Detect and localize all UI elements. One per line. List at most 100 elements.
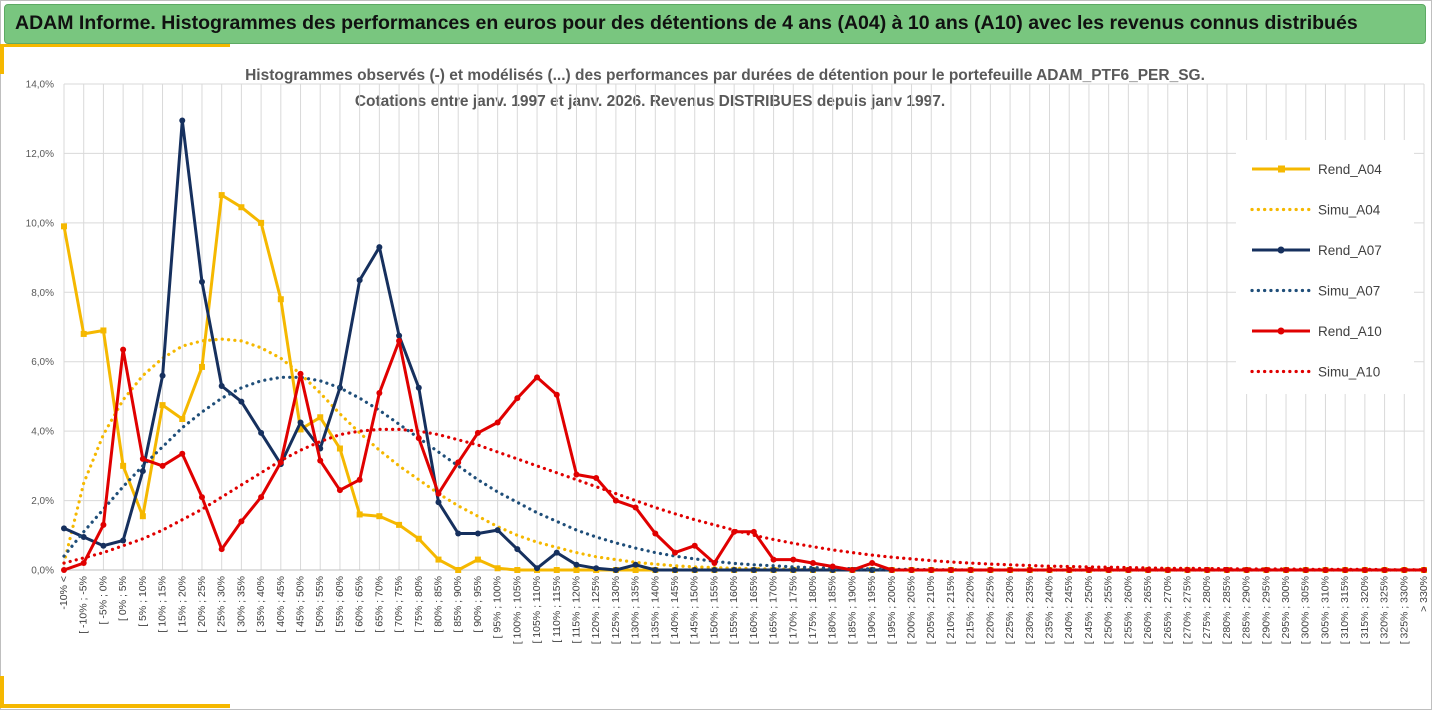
x-tick-label: [ 85% ; 90% (452, 576, 464, 633)
x-tick-label: [ 170% ; 175% (787, 576, 799, 644)
report-title: ADAM Informe. Histogrammes des performan… (15, 12, 1358, 34)
data-point (809, 560, 816, 567)
data-point (1401, 567, 1408, 573)
y-tick-label: 2,0% (31, 496, 54, 507)
data-point (494, 419, 501, 426)
data-point (396, 332, 403, 339)
data-point (80, 534, 87, 541)
x-tick-label: [ 280% ; 285% (1221, 576, 1233, 644)
x-tick-label: [ 215% ; 220% (965, 576, 977, 644)
data-point (179, 450, 186, 457)
legend-label: Rend_A04 (1318, 162, 1382, 177)
x-tick-label: [ 20% ; 25% (196, 576, 208, 633)
x-tick-label: [ 180% ; 185% (827, 576, 839, 644)
x-tick-label: [ 195% ; 200% (886, 576, 898, 644)
legend-marker (1278, 165, 1285, 173)
data-point (415, 384, 422, 391)
y-axis: 0,0% 2,0% 4,0% 6,0% 8,0% 10,0% 12,0% 14,0% (26, 80, 54, 577)
data-point (139, 455, 146, 462)
data-point (1085, 567, 1092, 573)
legend-label: Simu_A07 (1318, 284, 1380, 299)
x-tick-label: [ 205% ; 210% (925, 576, 937, 644)
data-point (612, 567, 619, 573)
x-tick-label: > 330% (1418, 576, 1430, 612)
data-point (80, 560, 87, 567)
legend-label: Simu_A04 (1318, 203, 1381, 218)
data-point (534, 565, 541, 572)
data-point (573, 561, 580, 568)
data-point (494, 565, 501, 572)
x-tick-label: [ 120% ; 125% (590, 576, 602, 644)
x-tick-label: [ 275% ; 280% (1201, 576, 1213, 644)
data-point (376, 244, 383, 251)
x-tick-label: [ 115% ; 120% (570, 576, 582, 644)
x-tick-label: [ 10% ; 15% (157, 576, 169, 633)
x-tick-label: [ 45% ; 50% (295, 576, 307, 633)
data-point (829, 563, 836, 570)
edge-accent-bottom (0, 704, 230, 708)
data-point (652, 567, 659, 573)
grid-lines (63, 83, 1425, 571)
plot-area (61, 117, 1427, 573)
data-point (120, 462, 127, 469)
data-point (514, 546, 521, 553)
data-point (139, 513, 146, 520)
x-tick-label: [ 110% ; 115% (551, 576, 563, 643)
data-point (474, 530, 481, 537)
corner-accent-top (0, 44, 4, 74)
x-tick-label: [ 290% ; 295% (1260, 576, 1272, 644)
x-tick-label: [ 80% ; 85% (432, 576, 444, 633)
data-point (435, 490, 442, 497)
x-tick-label: [ -5% ; 0% (97, 576, 109, 624)
x-tick-label: [ 250% ; 255% (1103, 576, 1115, 644)
x-axis: -10% < [ -10% ; -5% [ -5% ; 0% [ 0% ; 5% [ 5… (58, 569, 1430, 644)
legend: Rend_A04 Simu_A04 Rend_A07 Simu_A07 Rend_A10… (1236, 140, 1414, 394)
series-simu-a07 (62, 375, 1426, 572)
x-tick-label: [ 0% ; 5% (117, 576, 129, 621)
data-point (356, 511, 363, 518)
data-point (415, 435, 422, 442)
series-line-simu-a10 (62, 427, 1426, 572)
data-point (356, 277, 363, 284)
data-point (258, 429, 265, 436)
x-tick-label: [ 210% ; 215% (945, 576, 957, 644)
x-tick-label: [ 190% ; 195% (866, 576, 878, 644)
legend-entry-rend-a07: Rend_A07 (1252, 243, 1382, 258)
data-point (376, 389, 383, 396)
x-tick-label: [ -10% ; -5% (78, 576, 90, 634)
data-point (573, 471, 580, 478)
x-tick-label: [ 5% ; 10% (137, 576, 149, 627)
series-rend-a10 (61, 337, 1427, 573)
data-point (415, 535, 422, 542)
data-point (573, 567, 580, 573)
y-tick-label: 8,0% (31, 288, 54, 299)
report-header: ADAM Informe. Histogrammes des performan… (4, 4, 1426, 44)
chart-title-line-1: Histogrammes observés (-) et modélisés (… (245, 67, 1205, 84)
y-tick-label: 0,0% (31, 566, 54, 577)
x-tick-label: [ 270% ; 275% (1181, 576, 1193, 644)
data-point (336, 445, 343, 452)
series-line-rend-a07 (63, 119, 1424, 572)
data-point (297, 426, 304, 433)
series-simu-a04 (62, 337, 1426, 572)
data-point (1007, 567, 1014, 573)
data-point (770, 567, 777, 573)
data-point (297, 370, 304, 377)
x-tick-label: [ 160% ; 165% (748, 576, 760, 644)
x-tick-label: [ 155% ; 160% (728, 576, 740, 644)
x-tick-label: [ 90% ; 95% (472, 576, 484, 633)
edge-accent-top (0, 44, 230, 47)
data-point (159, 462, 166, 469)
data-point (514, 567, 521, 573)
data-point (238, 398, 245, 405)
corner-accent-bottom (0, 676, 4, 706)
x-tick-label: [ 125% ; 130% (610, 576, 622, 644)
series-rend-a04 (61, 192, 1427, 573)
data-point (80, 330, 87, 337)
x-tick-label: [ 145% ; 150% (689, 576, 701, 644)
x-tick-label: [ 60% ; 65% (354, 576, 366, 633)
data-point (750, 528, 757, 535)
data-point (632, 567, 639, 573)
